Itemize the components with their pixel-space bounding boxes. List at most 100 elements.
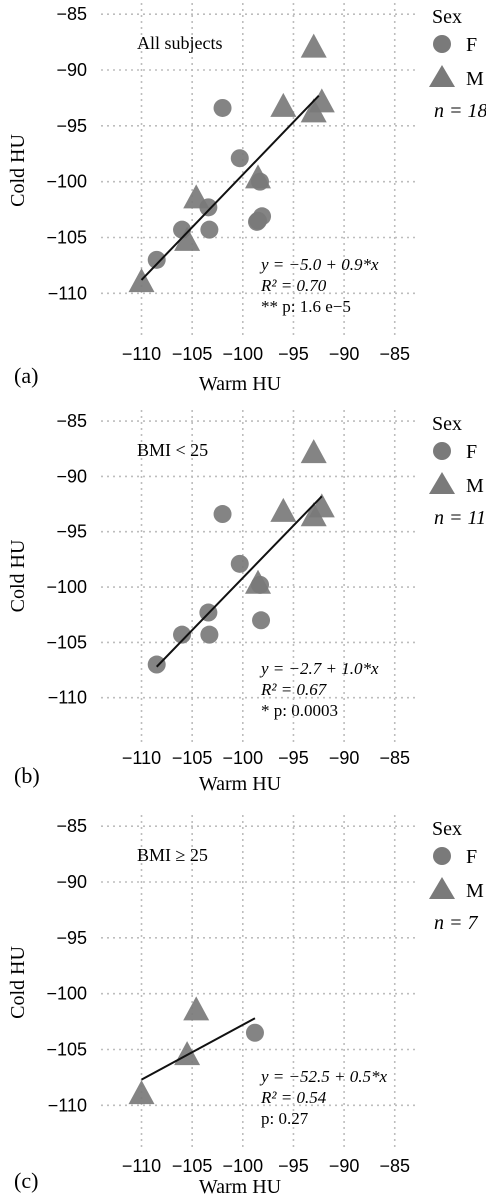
legend-triangle-marker <box>429 472 455 494</box>
y-axis-label: Cold HU <box>7 539 29 612</box>
data-point-m <box>245 164 271 189</box>
y-tick-label: −110 <box>48 688 87 708</box>
y-tick-label: −85 <box>56 411 87 431</box>
x-axis-label: Warm HU <box>199 373 282 395</box>
data-point-m <box>128 1080 155 1105</box>
data-point-m <box>174 226 201 251</box>
panel-subtitle: BMI ≥ 25 <box>137 845 208 865</box>
x-tick-label: −110 <box>122 1156 161 1176</box>
legend-label-f: F <box>466 846 477 868</box>
regression-line <box>140 94 320 281</box>
y-tick-label: −110 <box>48 283 87 303</box>
data-point-m <box>308 88 335 113</box>
stat-annotation: R² = 0.70 <box>260 276 327 295</box>
legend-sample-size: n = 18 <box>434 100 486 122</box>
x-axis-label: Warm HU <box>199 773 282 795</box>
x-tick-label: −105 <box>172 1156 213 1176</box>
stat-annotation: p: 0.27 <box>261 1109 309 1128</box>
data-point-f <box>213 98 232 117</box>
legend-circle-marker <box>433 442 451 460</box>
data-point-f <box>247 212 266 231</box>
legend-label-f: F <box>466 34 477 56</box>
legend-label-m: M <box>466 475 484 497</box>
data-point-f <box>147 655 166 674</box>
y-tick-label: −85 <box>56 4 87 24</box>
chart-panel-1: −110 −105 −100 −95 −90 −85 −85 −90 −95 −100 −105 −1… <box>7 3 486 395</box>
data-point-f <box>213 505 232 524</box>
legend-title: Sex <box>432 413 462 435</box>
data-point-m <box>183 996 210 1021</box>
data-point-m <box>183 184 210 209</box>
y-tick-label: −95 <box>56 928 87 948</box>
x-tick-label: −100 <box>223 344 264 364</box>
y-tick-label: −100 <box>46 577 87 597</box>
data-point-m <box>174 1041 201 1066</box>
legend-label-m: M <box>466 880 484 902</box>
x-tick-label: −105 <box>172 344 213 364</box>
legend-triangle-marker <box>429 877 455 899</box>
regression-line <box>141 1017 256 1081</box>
data-point-m <box>308 493 335 518</box>
panel-subtitle: All subjects <box>137 33 223 53</box>
data-point-m <box>270 92 297 117</box>
legend-sample-size: n = 7 <box>434 912 478 934</box>
data-point-f <box>173 625 192 644</box>
x-tick-label: −110 <box>122 344 161 364</box>
panel-label: (a) <box>14 363 38 388</box>
y-tick-label: −95 <box>56 116 87 136</box>
stat-annotation: * p: 0.0003 <box>261 701 338 720</box>
y-tick-label: −85 <box>56 816 87 836</box>
x-tick-label: −95 <box>278 344 309 364</box>
legend-circle-marker <box>433 35 451 53</box>
data-point-m <box>300 33 327 58</box>
legend-title: Sex <box>432 6 462 28</box>
x-tick-label: −90 <box>329 344 360 364</box>
x-tick-label: −85 <box>379 344 410 364</box>
y-tick-label: −110 <box>48 1095 87 1115</box>
x-tick-label: −100 <box>223 1156 264 1176</box>
x-tick-label: −85 <box>379 748 410 768</box>
stat-annotation: R² = 0.54 <box>260 1088 327 1107</box>
y-axis-label: Cold HU <box>7 134 29 207</box>
legend-sample-size: n = 11 <box>434 507 486 529</box>
stat-annotation: y = −5.0 + 0.9*x <box>259 255 379 274</box>
y-tick-label: −90 <box>56 872 87 892</box>
legend-label-f: F <box>466 441 477 463</box>
stat-annotation: y = −52.5 + 0.5*x <box>259 1067 387 1086</box>
legend-title: Sex <box>432 818 462 840</box>
data-point-f <box>230 149 249 168</box>
data-point-m <box>128 268 155 293</box>
x-tick-label: −85 <box>379 1156 410 1176</box>
regression-line <box>155 495 323 668</box>
y-tick-label: −90 <box>56 60 87 80</box>
chart-panel-3: −110 −105 −100 −95 −90 −85 −85 −90 −95 −100 −105 −1… <box>7 815 484 1197</box>
data-point-f <box>147 250 166 269</box>
y-axis-label: Cold HU <box>7 946 29 1019</box>
data-point-f <box>252 611 271 630</box>
panel-label: (c) <box>14 1168 38 1193</box>
data-point-f <box>200 625 219 644</box>
data-point-m <box>270 497 297 522</box>
x-tick-label: −90 <box>329 1156 360 1176</box>
x-tick-label: −95 <box>278 1156 309 1176</box>
y-tick-label: −105 <box>46 1040 87 1060</box>
x-tick-label: −100 <box>223 748 264 768</box>
y-tick-label: −105 <box>46 228 87 248</box>
x-tick-label: −95 <box>278 748 309 768</box>
data-point-f <box>230 554 249 573</box>
legend-triangle-marker <box>429 65 455 87</box>
y-tick-label: −105 <box>46 632 87 652</box>
y-tick-label: −100 <box>46 172 87 192</box>
panel-subtitle: BMI < 25 <box>137 440 208 460</box>
stat-annotation: R² = 0.67 <box>260 680 328 699</box>
x-tick-label: −110 <box>122 748 161 768</box>
y-tick-label: −100 <box>46 984 87 1004</box>
data-point-f <box>200 220 219 239</box>
panel-label: (b) <box>14 763 40 788</box>
stat-annotation: y = −2.7 + 1.0*x <box>259 659 379 678</box>
x-tick-label: −90 <box>329 748 360 768</box>
y-tick-label: −95 <box>56 522 87 542</box>
x-tick-label: −105 <box>172 748 213 768</box>
y-tick-label: −90 <box>56 466 87 486</box>
